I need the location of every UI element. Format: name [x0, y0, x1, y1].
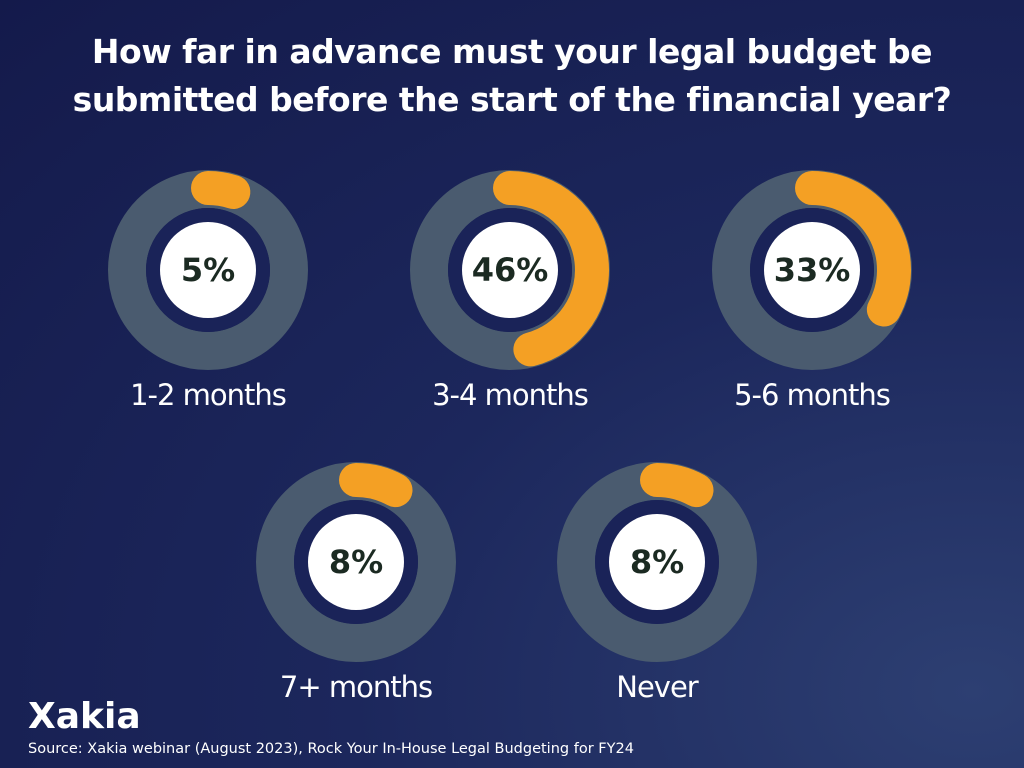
chart-title: How far in advance must your legal budge… — [72, 32, 952, 119]
value-label: 8% — [329, 543, 383, 581]
value-label: 5% — [181, 251, 235, 289]
center — [764, 222, 860, 318]
value-label: 46% — [472, 251, 549, 289]
arc — [640, 463, 714, 508]
center — [609, 514, 705, 610]
center — [160, 222, 256, 318]
center — [462, 222, 558, 318]
arc — [339, 463, 413, 508]
category-label: 1-2 months — [130, 378, 286, 412]
value-label: 33% — [774, 251, 851, 289]
category-label: 7+ months — [280, 670, 432, 704]
category-label: Never — [616, 670, 699, 704]
logo: Xakia — [28, 696, 141, 737]
arc — [191, 171, 251, 210]
category-label: 3-4 months — [432, 378, 588, 412]
source: Source: Xakia webinar (August 2023), Roc… — [28, 741, 634, 757]
center — [308, 514, 404, 610]
value-label: 8% — [630, 543, 684, 581]
arc — [493, 171, 609, 367]
arc — [795, 171, 911, 327]
category-label: 5-6 months — [734, 378, 890, 412]
